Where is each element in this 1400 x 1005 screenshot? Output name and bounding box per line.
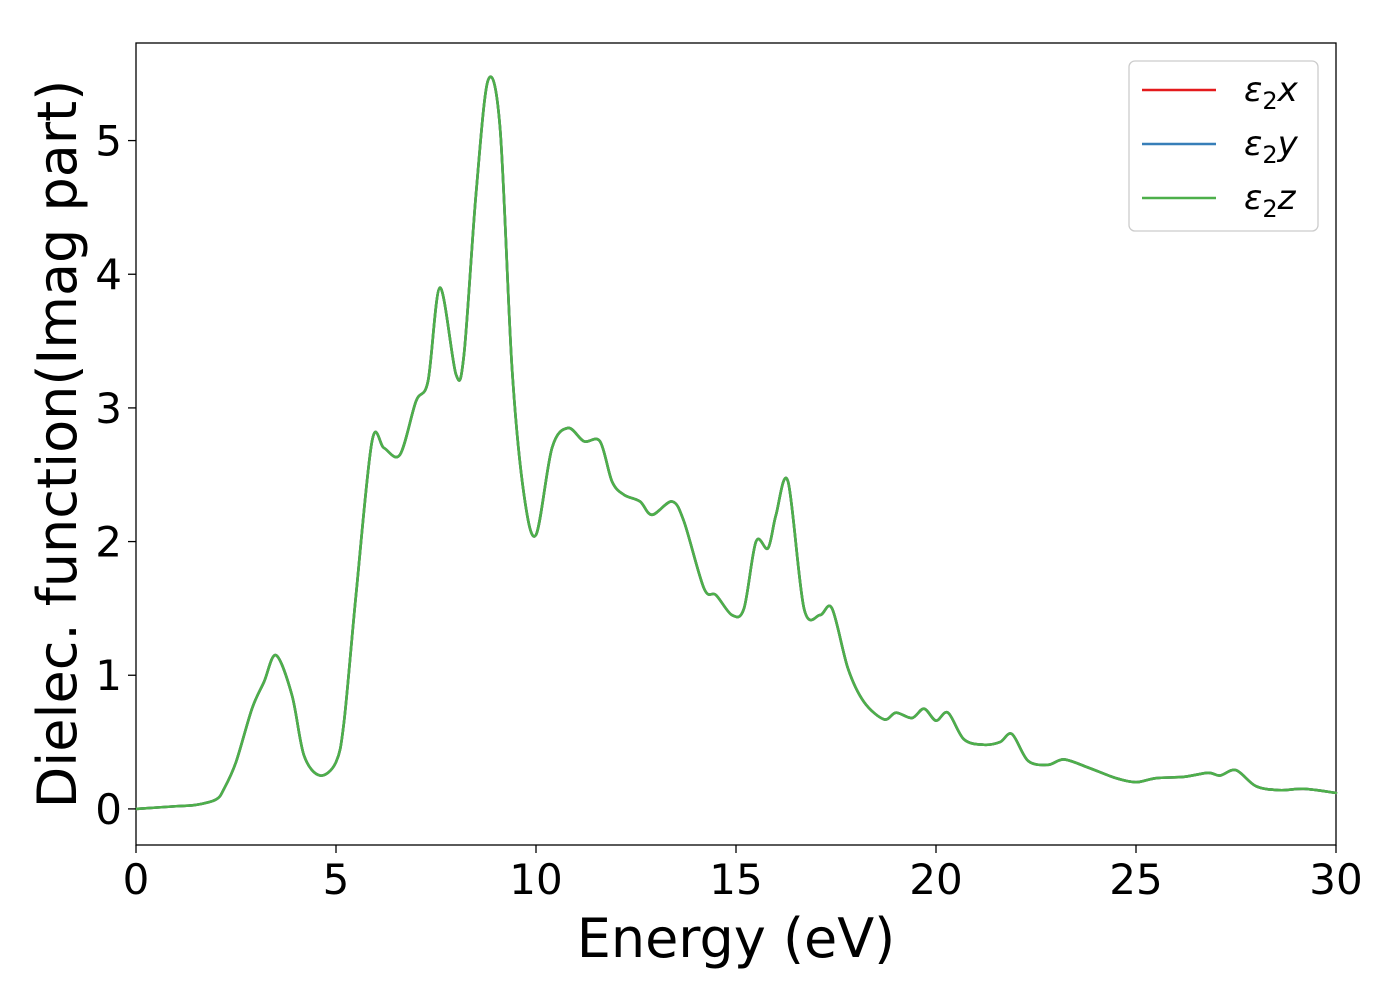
legend-items: ε2x ε2y ε2z — [1142, 70, 1299, 223]
y-tick-label: 5 — [95, 117, 122, 166]
y-tick-label: 2 — [95, 518, 122, 567]
y-axis-ticks: 0 1 2 3 4 5 — [95, 117, 136, 834]
y-tick-label: 4 — [95, 250, 122, 299]
x-tick-label: 10 — [509, 855, 562, 904]
x-axis-ticks: 0 5 10 15 20 25 30 — [123, 845, 1363, 904]
legend: ε2x ε2y ε2z — [1128, 60, 1319, 232]
y-tick-label: 3 — [95, 384, 122, 433]
x-tick-label: 5 — [323, 855, 350, 904]
x-axis-title: Energy (eV) — [577, 907, 896, 970]
y-axis-title: Dielec. function(Imag part) — [26, 80, 89, 809]
legend-label-2: ε2y — [1244, 124, 1299, 169]
x-tick-label: 25 — [1109, 855, 1162, 904]
legend-box — [1128, 60, 1319, 232]
y-tick-label: 1 — [95, 651, 122, 700]
x-tick-label: 15 — [709, 855, 762, 904]
x-tick-label: 30 — [1309, 855, 1362, 904]
legend-label-1: ε2x — [1244, 70, 1299, 115]
series-layer — [134, 75, 1338, 811]
y-tick-label: 0 — [95, 785, 122, 834]
legend-label-3: ε2z — [1244, 178, 1297, 223]
x-tick-label: 20 — [909, 855, 962, 904]
x-tick-label: 0 — [123, 855, 150, 904]
series-line-3 — [134, 75, 1338, 811]
